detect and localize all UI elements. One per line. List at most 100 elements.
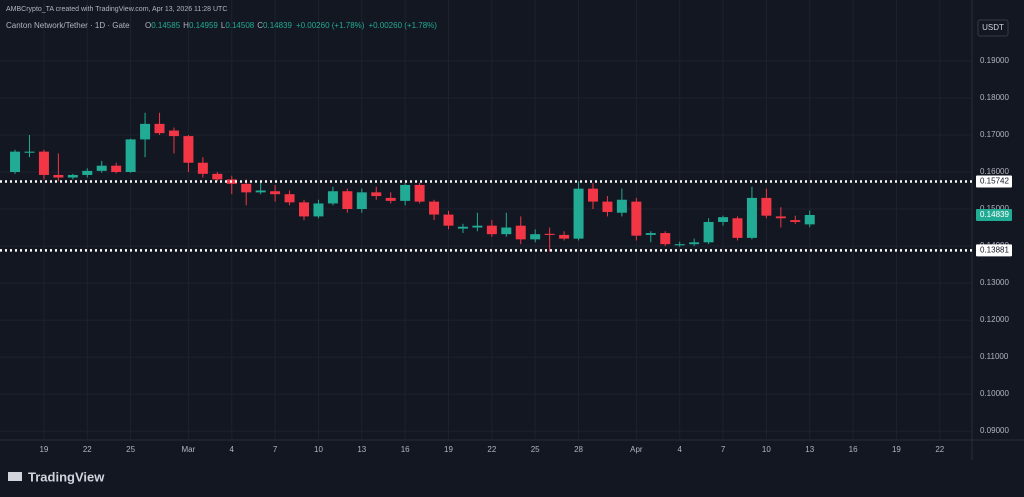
- candle-body: [299, 202, 310, 217]
- candle-body: [631, 201, 642, 236]
- x-tick-label: 22: [487, 445, 496, 454]
- candle-body: [400, 184, 411, 201]
- x-tick-label: 25: [531, 445, 540, 454]
- x-tick-label: 7: [721, 445, 726, 454]
- candle-body: [255, 190, 266, 193]
- brand: TradingView: [8, 469, 105, 484]
- ohlc-label: O: [145, 21, 151, 30]
- ohlc-value: 0.14585: [151, 21, 180, 30]
- candle-body: [732, 218, 743, 238]
- candle-body: [270, 191, 281, 195]
- x-tick-label: 19: [444, 445, 453, 454]
- candle-body: [327, 191, 338, 204]
- ohlc-label: H: [183, 21, 189, 30]
- x-tick-label: Mar: [182, 445, 196, 454]
- ohlc-label: L: [221, 21, 226, 30]
- brand-name: TradingView: [28, 469, 105, 484]
- x-tick-label: 16: [401, 445, 410, 454]
- candle-body: [313, 203, 324, 217]
- x-tick-label: 13: [805, 445, 814, 454]
- currency[interactable]: USDT: [982, 23, 1004, 32]
- candle-body: [10, 151, 21, 172]
- candle-body: [790, 220, 801, 222]
- candle-body: [689, 242, 700, 245]
- x-tick-label: 22: [83, 445, 92, 454]
- y-tick-label: 0.16000: [980, 167, 1009, 176]
- x-tick-label: 25: [126, 445, 135, 454]
- candle-body: [241, 183, 252, 193]
- axes: 0.090000.100000.110000.120000.130000.140…: [39, 56, 1012, 454]
- candle-body: [197, 162, 208, 174]
- ohlc-value: 0.14959: [189, 21, 218, 30]
- x-tick-label: 19: [892, 445, 901, 454]
- candle-body: [573, 188, 584, 239]
- candle-body: [96, 165, 107, 171]
- currency-button[interactable]: [977, 19, 1009, 37]
- candle-body: [414, 184, 425, 202]
- candle-body: [53, 174, 64, 178]
- plot: [0, 112, 972, 252]
- candle-body: [616, 199, 627, 213]
- x-tick-label: 4: [677, 445, 682, 454]
- candle-body: [67, 174, 78, 178]
- x-tick-label: 28: [574, 445, 583, 454]
- level-label: 0.13881: [980, 246, 1009, 255]
- grid: [0, 0, 972, 440]
- candle-body: [111, 165, 122, 172]
- candle-body: [544, 233, 555, 235]
- y-tick-label: 0.15000: [980, 204, 1009, 213]
- x-tick-label: 13: [357, 445, 366, 454]
- last-price-box: [976, 208, 1012, 221]
- candle-body: [501, 227, 512, 235]
- candle-body: [342, 191, 353, 210]
- candle-body: [38, 151, 49, 175]
- x-tick-label: 16: [849, 445, 858, 454]
- candle-body: [472, 225, 483, 228]
- level-label-box: [976, 244, 1012, 257]
- candle-body: [371, 192, 382, 197]
- candle-body: [775, 216, 786, 219]
- candle-body: [559, 234, 570, 239]
- candle-body: [645, 233, 656, 235]
- brand-logo: [8, 472, 22, 481]
- ohlc-value: 0.14839: [263, 21, 292, 30]
- candle-body: [443, 214, 454, 226]
- last-price-label: 0.14839: [980, 210, 1009, 219]
- ohlc: O0.14585 H0.14959 L0.14508 C0.14839 +0.00260…: [145, 21, 437, 30]
- candle-body: [703, 221, 714, 243]
- candle-body: [183, 136, 194, 163]
- x-tick-label: 22: [935, 445, 944, 454]
- change: +0.00260 (+1.78%): [296, 21, 365, 30]
- candle-body: [212, 173, 223, 180]
- y-tick-label: 0.10000: [980, 389, 1009, 398]
- y-tick-label: 0.09000: [980, 426, 1009, 435]
- candle-body: [168, 130, 179, 137]
- level-label: 0.15742: [980, 177, 1009, 186]
- candle-body: [24, 151, 35, 153]
- level-label-box: [976, 175, 1012, 188]
- candle-body: [140, 123, 151, 140]
- ohlc-value: 0.14508: [225, 21, 254, 30]
- watermark: AMBCrypto_TA created with TradingView.co…: [6, 6, 227, 13]
- y-tick-label: 0.19000: [980, 56, 1009, 65]
- candle-body: [530, 234, 541, 240]
- change-2: +0.00260 (+1.78%): [368, 21, 437, 30]
- candle-body: [284, 194, 295, 203]
- candle-body: [82, 170, 93, 175]
- candle-body: [457, 226, 468, 229]
- candle-body: [761, 197, 772, 216]
- x-tick-label: 10: [314, 445, 323, 454]
- x-tick-label: 19: [39, 445, 48, 454]
- symbol: Canton Network/Tether · 1D · Gate: [6, 21, 130, 30]
- candle-body: [804, 214, 815, 225]
- y-tick-label: 0.17000: [980, 130, 1009, 139]
- x-tick-label: 4: [230, 445, 235, 454]
- y-tick-label: 0.11000: [980, 352, 1009, 361]
- candle-body: [356, 192, 367, 210]
- y-tick-label: 0.18000: [980, 93, 1009, 102]
- y-tick-label: 0.12000: [980, 315, 1009, 324]
- candle-body: [486, 225, 497, 235]
